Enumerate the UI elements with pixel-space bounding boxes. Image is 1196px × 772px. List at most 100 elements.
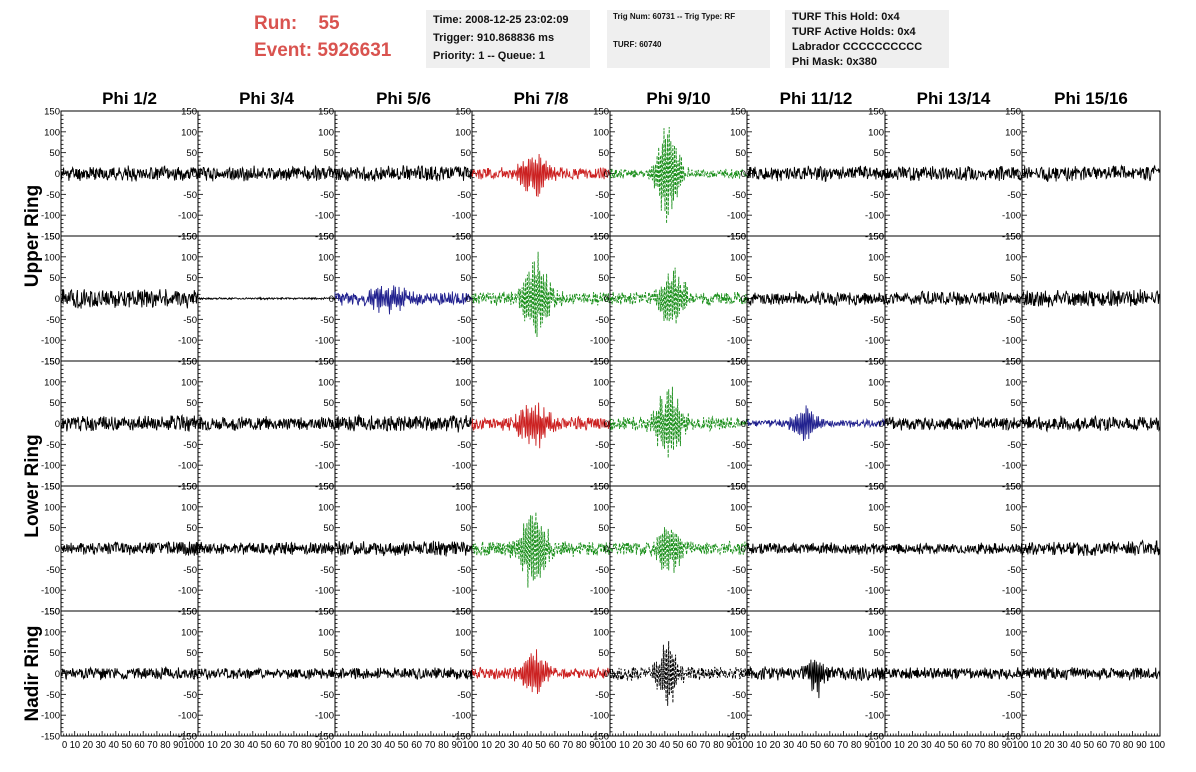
waveform-r2-c8 xyxy=(1021,289,1161,308)
y-tick-label: 50 xyxy=(460,273,471,284)
y-tick-label: 150 xyxy=(1005,107,1021,118)
y-tick-label: -100 xyxy=(727,336,746,347)
y-tick-label: 50 xyxy=(598,273,609,284)
y-tick-label: -100 xyxy=(178,461,197,472)
y-tick-label: 150 xyxy=(1005,607,1021,618)
waveform-r2-c1 xyxy=(60,288,199,309)
waveform-r4-c3 xyxy=(334,540,473,557)
y-tick-label: 150 xyxy=(44,357,60,368)
y-tick-label: 150 xyxy=(318,232,334,243)
waveform-r2-c2 xyxy=(197,296,336,301)
x-tick-labels-col-7: 0 10 20 30 40 50 60 70 80 9010 xyxy=(886,740,1023,751)
labrador-text: Labrador CCCCCCCCCC xyxy=(792,41,923,53)
y-tick-label: 100 xyxy=(730,127,746,138)
y-tick-label: 100 xyxy=(868,502,884,513)
y-tick-label: 0 xyxy=(604,544,609,555)
y-tick-label: -50 xyxy=(46,190,60,201)
y-tick-label: 50 xyxy=(873,148,884,159)
y-tick-label: -50 xyxy=(595,440,609,451)
y-tick-label: -150 xyxy=(727,482,746,493)
x-tick-labels-col-1: 0 10 20 30 40 50 60 70 80 90100 xyxy=(62,740,199,751)
y-tick-label: 0 xyxy=(741,419,746,430)
y-tick-label: 150 xyxy=(44,482,60,493)
y-tick-label: 0 xyxy=(879,294,884,305)
y-tick-label: 150 xyxy=(593,232,609,243)
waveform-r2-c5 xyxy=(609,267,748,324)
y-tick-label: 100 xyxy=(318,377,334,388)
y-tick-label: -150 xyxy=(590,732,609,743)
y-tick-label: -50 xyxy=(457,315,471,326)
y-tick-label: 100 xyxy=(318,502,334,513)
y-tick-label: 100 xyxy=(455,627,471,638)
y-tick-label: 0 xyxy=(1016,419,1021,430)
ring-label-1: Upper Ring xyxy=(22,185,43,287)
y-tick-label: 0 xyxy=(1016,544,1021,555)
waveform-r5-c5 xyxy=(609,641,748,706)
y-tick-label: -150 xyxy=(315,607,334,618)
waveform-r1-c2 xyxy=(197,164,336,182)
y-tick-label: -50 xyxy=(320,440,334,451)
waveform-r5-c3 xyxy=(334,667,473,680)
y-tick-label: 0 xyxy=(466,669,471,680)
ring-label-2: Lower Ring xyxy=(22,434,43,537)
y-tick-label: -100 xyxy=(452,461,471,472)
y-tick-label: 100 xyxy=(593,377,609,388)
y-tick-label: 50 xyxy=(460,523,471,534)
y-tick-label: -150 xyxy=(727,732,746,743)
phi-mask-text: Phi Mask: 0x380 xyxy=(792,56,877,68)
y-tick-label: -100 xyxy=(41,336,60,347)
y-tick-label: 0 xyxy=(466,294,471,305)
waveform-r1-c5 xyxy=(609,126,748,224)
y-tick-label: 50 xyxy=(49,398,60,409)
x-tick-labels-col-5: 0 10 20 30 40 50 60 70 80 9010 xyxy=(611,740,748,751)
y-tick-label: -50 xyxy=(46,690,60,701)
column-header-3: Phi 5/6 xyxy=(376,89,431,108)
y-tick-label: -150 xyxy=(727,357,746,368)
y-tick-label: 50 xyxy=(323,148,334,159)
y-tick-label: 150 xyxy=(181,482,197,493)
y-tick-label: -50 xyxy=(595,315,609,326)
y-tick-label: -100 xyxy=(452,586,471,597)
y-tick-label: -100 xyxy=(865,711,884,722)
waveform-r1-c1 xyxy=(60,165,199,182)
y-tick-label: -150 xyxy=(41,232,60,243)
waveform-r5-c2 xyxy=(197,667,336,680)
y-tick-label: 0 xyxy=(55,294,60,305)
run-event-header: Run: 55 Event: 5926631 xyxy=(254,10,391,64)
y-tick-label: -100 xyxy=(727,711,746,722)
y-tick-label: 100 xyxy=(181,252,197,263)
y-tick-label: 0 xyxy=(466,544,471,555)
y-tick-label: -100 xyxy=(41,586,60,597)
y-tick-label: -100 xyxy=(41,211,60,222)
trigger-text: Trigger: 910.868836 ms xyxy=(433,32,555,44)
y-tick-label: 150 xyxy=(730,107,746,118)
y-tick-label: 0 xyxy=(55,544,60,555)
y-tick-label: -100 xyxy=(178,211,197,222)
y-tick-label: 0 xyxy=(192,169,197,180)
y-tick-label: -100 xyxy=(1002,336,1021,347)
y-tick-label: 100 xyxy=(44,627,60,638)
y-tick-label: 50 xyxy=(873,648,884,659)
y-tick-label: 50 xyxy=(323,273,334,284)
y-tick-label: 50 xyxy=(735,398,746,409)
y-tick-label: -150 xyxy=(865,482,884,493)
y-tick-label: 150 xyxy=(181,607,197,618)
y-tick-label: -50 xyxy=(320,690,334,701)
y-tick-label: 0 xyxy=(1016,169,1021,180)
waveform-r2-c3 xyxy=(334,285,473,315)
y-tick-label: 0 xyxy=(604,294,609,305)
waveform-r1-c7 xyxy=(884,165,1023,181)
y-tick-label: 50 xyxy=(460,648,471,659)
y-tick-label: -100 xyxy=(41,711,60,722)
y-tick-label: 50 xyxy=(49,273,60,284)
y-tick-label: -50 xyxy=(183,315,197,326)
y-tick-label: 150 xyxy=(455,357,471,368)
y-tick-label: -50 xyxy=(1007,565,1021,576)
y-tick-label: 0 xyxy=(192,419,197,430)
y-tick-label: 100 xyxy=(181,502,197,513)
waveform-r4-c6 xyxy=(746,541,886,556)
run-label: Run: xyxy=(254,13,298,34)
y-tick-label: 100 xyxy=(455,252,471,263)
waveform-r5-c6 xyxy=(746,659,886,699)
